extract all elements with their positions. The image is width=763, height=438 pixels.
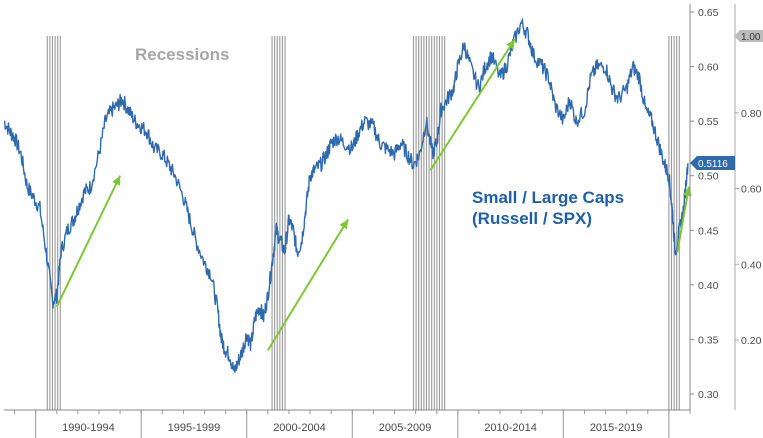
secondary-value-label: 1.00 [741, 32, 761, 43]
y-tick-label: 0.30 [698, 389, 719, 401]
x-tick-label: 2000-2004 [273, 422, 326, 434]
trend-arrow-shaft [266, 218, 349, 351]
recession-band-1 [271, 36, 287, 410]
y-tick-label: 0.35 [698, 334, 719, 346]
series-lines [3, 18, 689, 373]
y-tick-label: 0.40 [698, 280, 719, 292]
recession-band-bg [668, 36, 682, 410]
trend-arrow-0 [55, 175, 121, 308]
y-tick-label: 0.50 [698, 171, 719, 183]
recession-band-3 [668, 36, 682, 410]
recession-band-2 [412, 36, 448, 410]
recessions-label: Recessions [135, 45, 230, 64]
series-line-0 [3, 18, 689, 373]
x-tick-label: 2005-2009 [379, 422, 432, 434]
y-axis-secondary: 0.20 0.40 0.60 0.80 [735, 108, 762, 347]
y2-tick-label: 0.60 [741, 184, 762, 196]
y-tick-label: 0.60 [698, 62, 719, 74]
recession-band-0 [46, 36, 61, 410]
series-label-line2: (Russell / SPX) [472, 209, 592, 228]
x-tick-label: 1995-1999 [168, 422, 221, 434]
trend-arrow-head [112, 175, 121, 186]
secondary-value-tag: 1.00 [734, 30, 763, 43]
x-axis: 1990-1994 1995-1999 2000-2004 2005-2009 2010… [14, 410, 691, 438]
trend-arrows [55, 38, 692, 351]
y2-tick-label: 0.80 [741, 108, 762, 120]
series-label-line1: Small / Large Caps [472, 188, 624, 207]
x-tick-label: 2015-2019 [590, 422, 643, 434]
recession-bands [46, 36, 682, 410]
trend-arrow-shaft [676, 186, 690, 253]
trend-arrow-head [339, 219, 349, 230]
y-tick-label: 0.55 [698, 116, 719, 128]
y2-tick-label: 0.40 [741, 259, 762, 271]
y2-tick-label: 0.20 [741, 335, 762, 347]
last-value-label: 0.5116 [698, 159, 728, 170]
y-axis-primary: 0.30 0.35 0.40 0.45 0.50 0.55 0.60 0.65 [690, 7, 719, 401]
trend-arrow-head [506, 39, 515, 50]
y-tick-label: 0.45 [698, 225, 719, 237]
trend-arrow-shaft [429, 38, 516, 171]
x-tick-label: 1990-1994 [62, 422, 115, 434]
x-tick-label: 2010-2014 [484, 422, 537, 434]
trend-arrow-2 [429, 38, 516, 171]
trend-arrow-shaft [55, 175, 121, 308]
y-tick-label: 0.65 [698, 7, 719, 19]
trend-arrow-1 [266, 218, 349, 351]
last-value-tag: 0.5116 [690, 156, 735, 171]
